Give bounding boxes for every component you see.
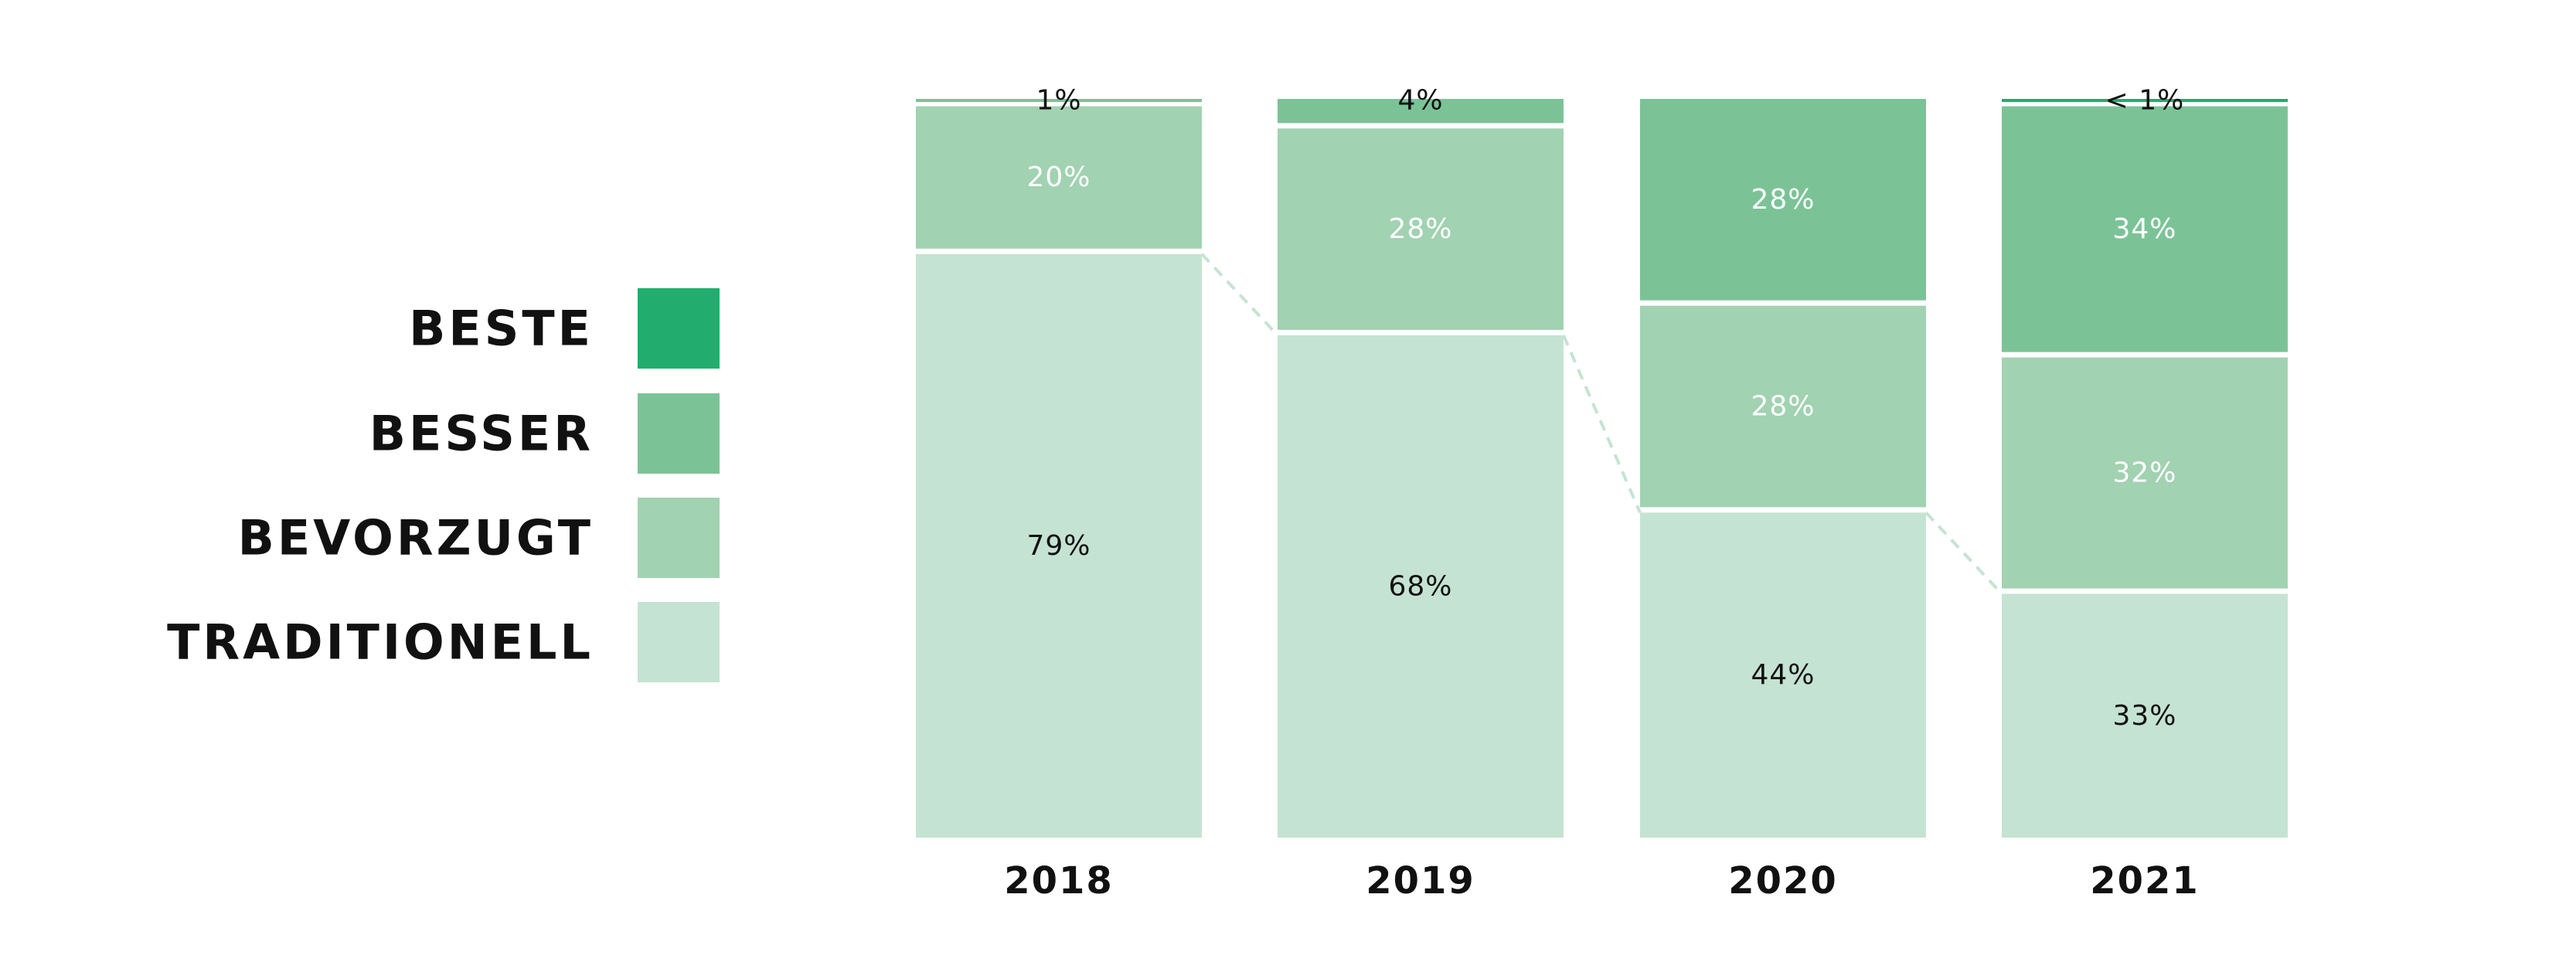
- bar-segment-bevorzugt-2019: [1278, 128, 1564, 330]
- bar-segment-besser-2018: [916, 99, 1202, 102]
- bar-segment-bevorzugt-2018: [916, 106, 1202, 249]
- x-tick-label-2019: 2019: [1366, 859, 1475, 903]
- bar-2019: 68% 28% 4%: [1278, 85, 1564, 838]
- data-label-traditionell-2019: 68%: [1388, 570, 1452, 602]
- bar-2018: 79% 20% 1%: [916, 85, 1202, 838]
- data-label-traditionell-2018: 79%: [1026, 530, 1091, 562]
- legend-label-traditionell: TRADITIONELL: [167, 614, 594, 671]
- data-label-bevorzugt-2018: 20%: [1026, 162, 1091, 193]
- legend: BESTE BESSER BEVORZUGT TRADITIONELL: [167, 288, 720, 682]
- connector-line-2020-2021: [1924, 511, 2003, 595]
- bars: 79% 20% 1% 68% 28% 4% 44% 28% 28% 33% 32% 34% < 1%: [916, 85, 2288, 838]
- data-label-besser-2019: 4%: [1397, 85, 1443, 117]
- bar-segment-bevorzugt-2021: [2002, 357, 2288, 589]
- x-tick-label-2021: 2021: [2090, 859, 2200, 903]
- bar-segment-traditionell-2019: [1278, 335, 1564, 838]
- bar-segment-bevorzugt-2020: [1640, 305, 1926, 508]
- besser-swatch-icon: [638, 393, 720, 474]
- bar-segment-traditionell-2021: [2002, 593, 2288, 838]
- data-label-traditionell-2020: 44%: [1751, 659, 1815, 691]
- bevorzugt-swatch-icon: [638, 498, 720, 578]
- x-tick-label-2020: 2020: [1728, 859, 1838, 903]
- bar-segment-besser-2019: [1278, 99, 1564, 124]
- x-tick-label-2018: 2018: [1004, 859, 1114, 903]
- bar-segment-beste-2021: [2002, 99, 2288, 102]
- connector-line-2019-2020: [1562, 335, 1642, 514]
- legend-label-beste: BESTE: [409, 301, 594, 357]
- data-label-besser-2021: 34%: [2112, 213, 2176, 245]
- bar-2021: 33% 32% 34% < 1%: [2002, 85, 2288, 838]
- beste-swatch-icon: [638, 288, 720, 369]
- data-label-bevorzugt-2019: 28%: [1388, 213, 1452, 245]
- traditionell-swatch-icon: [638, 602, 720, 682]
- x-axis-labels: 2018 2019 2020 2021: [1004, 859, 2200, 903]
- data-label-besser-2018: 1%: [1036, 85, 1081, 117]
- data-label-traditionell-2021: 33%: [2112, 700, 2176, 732]
- legend-label-besser: BESSER: [369, 406, 594, 462]
- connector-line-2018-2019: [1200, 253, 1279, 337]
- data-label-besser-2020: 28%: [1751, 184, 1815, 216]
- bar-segment-traditionell-2020: [1640, 512, 1926, 838]
- data-label-beste-2021: < 1%: [2105, 85, 2185, 117]
- bar-2020: 44% 28% 28%: [1640, 99, 1926, 838]
- legend-label-bevorzugt: BEVORZUGT: [238, 510, 594, 566]
- connector-lines: [1200, 253, 2003, 595]
- bar-segment-besser-2020: [1640, 99, 1926, 301]
- bar-segment-traditionell-2018: [916, 253, 1202, 838]
- data-label-bevorzugt-2020: 28%: [1751, 391, 1815, 423]
- data-label-bevorzugt-2021: 32%: [2112, 457, 2176, 489]
- bar-segment-besser-2021: [2002, 106, 2288, 352]
